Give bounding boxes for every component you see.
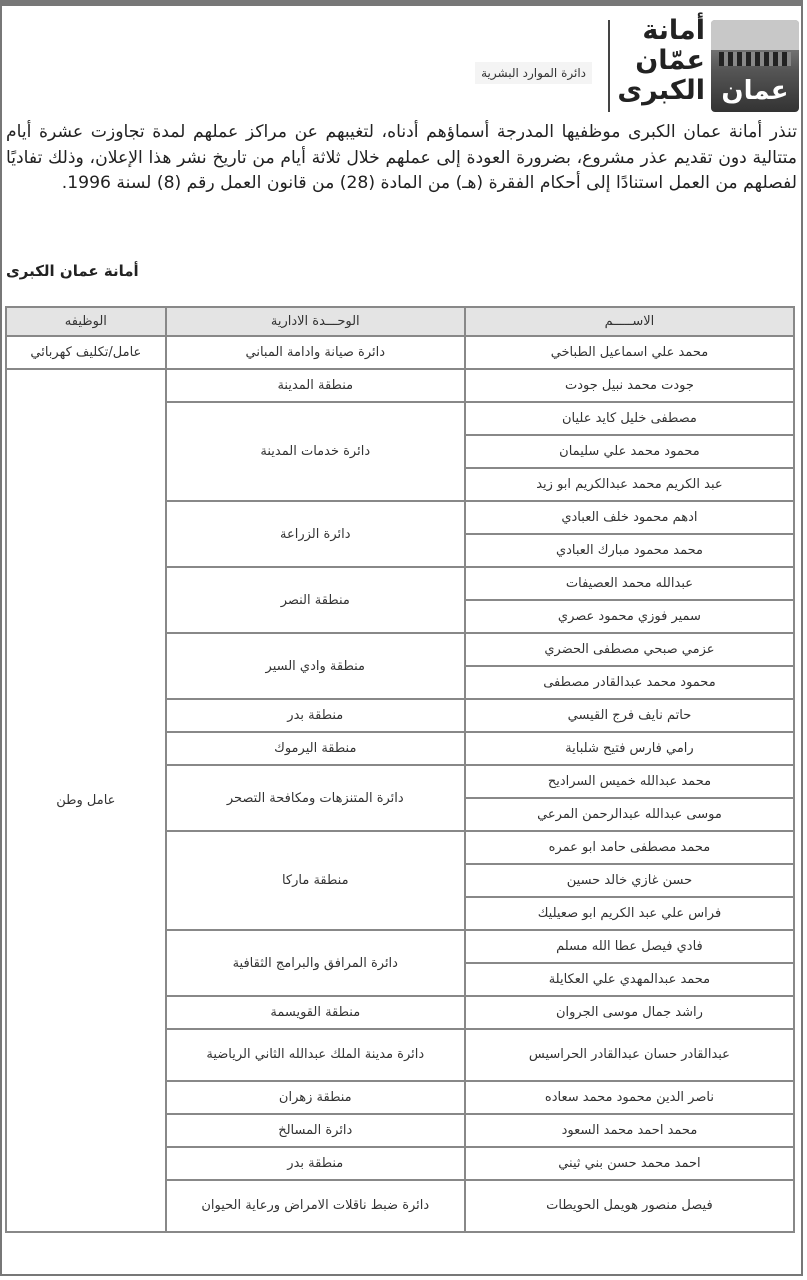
- table-row: محمود محمد عبدالقادر مصطفى: [6, 665, 796, 700]
- admin-unit: منطقة وادي السير: [164, 632, 466, 700]
- table-row: عبدالله محمد العصيفات منطقة النصر: [6, 566, 796, 634]
- amman-emblem-icon: عمان: [711, 20, 799, 112]
- employee-name: ناصر الدين محمود محمد سعاده: [463, 1080, 796, 1115]
- admin-unit: منطقة اليرموك: [164, 731, 466, 766]
- admin-unit: منطقة زهران: [164, 1080, 466, 1115]
- employee-name: فراس علي عبد الكريم ابو صعيليك: [463, 896, 796, 931]
- employee-name: ادهم محمود خلف العبادي: [463, 500, 796, 535]
- header-unit: الوحـــدة الادارية: [164, 306, 466, 337]
- admin-unit: منطقة النصر: [164, 566, 466, 634]
- employee-name: راشد جمال موسى الجروان: [463, 995, 796, 1030]
- header-name: الاســـــم: [463, 306, 796, 337]
- logo-line: أمانة: [642, 15, 705, 46]
- admin-unit: منطقة ماركا: [164, 830, 466, 931]
- table-row: عزمي صبحي مصطفى الحضري منطقة وادي السير: [6, 632, 796, 700]
- employee-name: محمد محمود مبارك العبادي: [463, 533, 796, 568]
- table-row: عبد الكريم محمد عبدالكريم ابو زيد: [6, 467, 796, 502]
- employee-name: عبدالقادر حسان عبدالقادر الحراسيس: [463, 1028, 796, 1082]
- table-row: جودت محمد نبيل جودت منطقة المدينة عامل وطن: [5, 368, 796, 1233]
- table-header-row: الاســـــم الوحـــدة الادارية الوظيفه: [5, 306, 796, 337]
- admin-unit: منطقة بدر: [164, 698, 466, 733]
- table-row: راشد جمال موسى الجروان منطقة القويسمة: [6, 995, 796, 1030]
- table-row: محمد عبدالله خميس السراديح دائرة المتنزها…: [6, 764, 796, 832]
- table-row: سمير فوزي محمود عصري: [6, 599, 796, 634]
- table-row: حاتم نايف فرج القيسي منطقة بدر: [6, 698, 796, 733]
- department-name: دائرة الموارد البشرية: [475, 62, 592, 84]
- employee-name: محمد عبدالمهدي علي العكايلة: [463, 962, 796, 997]
- table-row: محمد محمود مبارك العبادي: [6, 533, 796, 568]
- header-job: الوظيفه: [5, 306, 167, 337]
- table-row: فادي فيصل عطا الله مسلم دائرة المرافق وال…: [6, 929, 796, 997]
- table-row: مصطفى خليل كايد عليان دائرة خدمات المدينة: [6, 401, 796, 502]
- admin-unit: دائرة مدينة الملك عبدالله الثاني الرياضي…: [164, 1028, 466, 1082]
- logo-line: الكبرى: [617, 75, 705, 106]
- logo-line: عمّان: [635, 45, 705, 76]
- employee-name: فادي فيصل عطا الله مسلم: [463, 929, 796, 964]
- table-row: فيصل منصور هويمل الحويطات دائرة ضبط ناقلا…: [6, 1179, 796, 1233]
- admin-unit: دائرة المرافق والبرامج الثقافية: [164, 929, 466, 997]
- table-row: حسن غازي خالد حسين: [6, 863, 796, 898]
- employee-name: محمد علي اسماعيل الطباخي: [463, 335, 796, 370]
- admin-unit: منطقة القويسمة: [164, 995, 466, 1030]
- employee-name: موسى عبدالله عبدالرحمن المرعي: [463, 797, 796, 832]
- admin-unit: دائرة ضبط ناقلات الامراض ورعاية الحيوان: [164, 1179, 466, 1233]
- employee-name: محمد عبدالله خميس السراديح: [463, 764, 796, 799]
- admin-unit: دائرة المتنزهات ومكافحة التصحر: [164, 764, 466, 832]
- employee-name: فيصل منصور هويمل الحويطات: [463, 1179, 796, 1233]
- admin-unit: دائرة خدمات المدينة: [164, 401, 466, 502]
- header-divider: [608, 20, 610, 112]
- employee-name: عزمي صبحي مصطفى الحضري: [463, 632, 796, 667]
- employee-name: حاتم نايف فرج القيسي: [463, 698, 796, 733]
- table-row: محمود محمد علي سليمان: [6, 434, 796, 469]
- employee-name: مصطفى خليل كايد عليان: [463, 401, 796, 436]
- job-title: عامل/تكليف كهربائي: [5, 335, 167, 370]
- employee-name: حسن غازي خالد حسين: [463, 863, 796, 898]
- gam-logo: عمان أمانة عمّان الكبرى: [609, 14, 799, 114]
- admin-unit: منطقة المدينة: [164, 368, 466, 403]
- logo-text: أمانة عمّان الكبرى: [615, 16, 705, 106]
- table-row: محمد مصطفى حامد ابو عمره منطقة ماركا: [6, 830, 796, 931]
- employee-name: محمد مصطفى حامد ابو عمره: [463, 830, 796, 865]
- table-row: موسى عبدالله عبدالرحمن المرعي: [6, 797, 796, 832]
- table-row: ادهم محمود خلف العبادي دائرة الزراعة: [6, 500, 796, 568]
- admin-unit: دائرة الزراعة: [164, 500, 466, 568]
- employee-name: احمد محمد حسن بني ثيني: [463, 1146, 796, 1181]
- notice-body: تنذر أمانة عمان الكبرى موظفيها المدرجة أ…: [6, 122, 797, 193]
- employee-name: جودت محمد نبيل جودت: [463, 368, 796, 403]
- table-row: ناصر الدين محمود محمد سعاده منطقة زهران: [6, 1080, 796, 1115]
- admin-unit: دائرة المسالخ: [164, 1113, 466, 1148]
- employee-name: محمد احمد محمد السعود: [463, 1113, 796, 1148]
- employee-name: عبد الكريم محمد عبدالكريم ابو زيد: [463, 467, 796, 502]
- employee-name: سمير فوزي محمود عصري: [463, 599, 796, 634]
- table-row: محمد احمد محمد السعود دائرة المسالخ: [6, 1113, 796, 1148]
- table-row: عبدالقادر حسان عبدالقادر الحراسيس دائرة م…: [6, 1028, 796, 1082]
- admin-unit: دائرة صيانة وادامة المباني: [164, 335, 466, 370]
- notice-signature: أمانة عمان الكبرى: [6, 262, 139, 280]
- employee-name: عبدالله محمد العصيفات: [463, 566, 796, 601]
- employee-name: محمود محمد علي سليمان: [463, 434, 796, 469]
- emblem-text: عمان: [721, 76, 789, 106]
- table-row: محمد عبدالمهدي علي العكايلة: [6, 962, 796, 997]
- table-row: احمد محمد حسن بني ثيني منطقة بدر: [6, 1146, 796, 1181]
- employees-table: الاســـــم الوحـــدة الادارية الوظيفه مح…: [5, 306, 796, 1233]
- table-row: محمد علي اسماعيل الطباخي دائرة صيانة وادا…: [5, 335, 796, 370]
- employee-name: رامي فارس فتيح شلباية: [463, 731, 796, 766]
- job-title: عامل وطن: [5, 368, 167, 1233]
- table-row: فراس علي عبد الكريم ابو صعيليك: [6, 896, 796, 931]
- admin-unit: منطقة بدر: [164, 1146, 466, 1181]
- employee-name: محمود محمد عبدالقادر مصطفى: [463, 665, 796, 700]
- table-row: رامي فارس فتيح شلباية منطقة اليرموك: [6, 731, 796, 766]
